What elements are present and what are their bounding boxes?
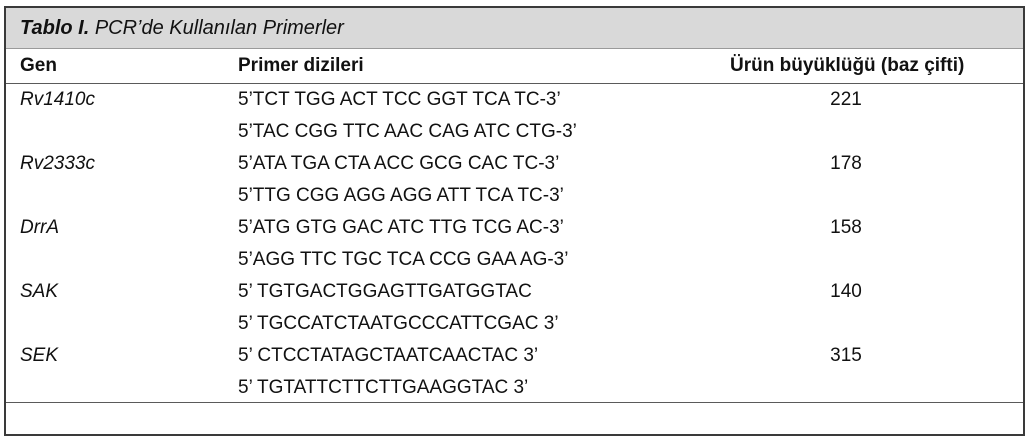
gen-cell: SEK <box>20 345 59 366</box>
primer-cell: 5’ATA TGA CTA ACC GCG CAC TC-3’ <box>238 153 560 174</box>
gen-cell: Rv2333c <box>20 153 95 174</box>
header-size: Ürün büyüklüğü (baz çifti) <box>730 55 965 76</box>
primer-cell: 5’TCT TGG ACT TCC GGT TCA TC-3’ <box>238 89 561 110</box>
size-cell: 178 <box>830 153 862 174</box>
header-gen: Gen <box>20 55 57 76</box>
table-row: DrrA 5’ATG GTG GAC ATC TTG TCG AC-3’ 158 <box>6 213 1023 245</box>
table-row: 5’AGG TTC TGC TCA CCG GAA AG-3’ <box>6 245 1023 277</box>
header-primer: Primer dizileri <box>238 55 364 76</box>
primer-cell: 5’ TGTGACTGGAGTTGATGGTAC <box>238 281 532 302</box>
primer-cell: 5’ CTCCTATAGCTAATCAACTAC 3’ <box>238 345 539 366</box>
table-row: 5’TAC CGG TTC AAC CAG ATC CTG-3’ <box>6 117 1023 149</box>
primer-cell: 5’TTG CGG AGG AGG ATT TCA TC-3’ <box>238 185 564 206</box>
table-row: 5’TTG CGG AGG AGG ATT TCA TC-3’ <box>6 181 1023 213</box>
gen-cell: SAK <box>20 281 59 302</box>
table-row: 5’ TGTATTCTTCTTGAAGGTAC 3’ <box>6 373 1023 405</box>
primer-cell: 5’TAC CGG TTC AAC CAG ATC CTG-3’ <box>238 121 577 142</box>
primer-cell: 5’AGG TTC TGC TCA CCG GAA AG-3’ <box>238 249 569 270</box>
primer-cell: 5’ATG GTG GAC ATC TTG TCG AC-3’ <box>238 217 564 238</box>
table-row: Rv1410c 5’TCT TGG ACT TCC GGT TCA TC-3’ … <box>6 85 1023 117</box>
table-row: SEK 5’ CTCCTATAGCTAATCAACTAC 3’ 315 <box>6 341 1023 373</box>
size-cell: 140 <box>830 281 862 302</box>
size-cell: 315 <box>830 345 862 366</box>
table-title: Tablo I. PCR’de Kullanılan Primerler <box>6 8 1023 49</box>
table-row: Rv2333c 5’ATA TGA CTA ACC GCG CAC TC-3’ … <box>6 149 1023 181</box>
primer-cell: 5’ TGTATTCTTCTTGAAGGTAC 3’ <box>238 377 529 398</box>
primer-cell: 5’ TGCCATCTAATGCCCATTCGAC 3’ <box>238 313 559 334</box>
table-row: 5’ TGCCATCTAATGCCCATTCGAC 3’ <box>6 309 1023 341</box>
table-bottom-rule <box>6 402 1023 403</box>
table-header-row: Gen Primer dizileri Ürün büyüklüğü (baz … <box>6 49 1023 84</box>
gen-cell: DrrA <box>20 217 60 238</box>
size-cell: 158 <box>830 217 862 238</box>
table-title-number: Tablo I. <box>20 17 90 39</box>
table-frame: Tablo I. PCR’de Kullanılan Primerler Gen… <box>4 6 1025 436</box>
table-row: SAK 5’ TGTGACTGGAGTTGATGGTAC 140 <box>6 277 1023 309</box>
gen-cell: Rv1410c <box>20 89 95 110</box>
table-title-text: PCR’de Kullanılan Primerler <box>89 17 344 39</box>
size-cell: 221 <box>830 89 862 110</box>
